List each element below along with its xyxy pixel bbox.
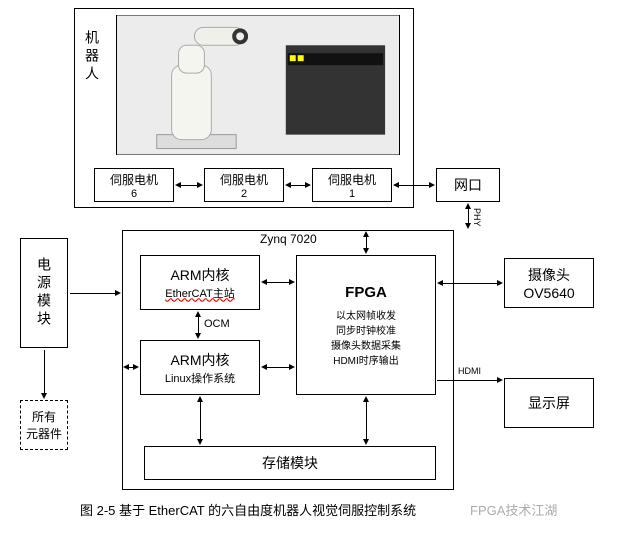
- arm1-sub: EtherCAT主站: [165, 285, 234, 301]
- fpga-line: 摄像头数据采集: [331, 337, 401, 352]
- servo-num: 6: [131, 188, 137, 200]
- fpga-label: FPGA: [345, 284, 387, 301]
- servo-label: 伺服电机: [220, 171, 268, 188]
- fpga-line: 同步时钟校准: [336, 322, 396, 337]
- arrow: [437, 380, 443, 381]
- servo-num: 1: [349, 188, 355, 200]
- servo-motor-2: 伺服电机 2: [204, 168, 284, 202]
- net-port: 网口: [436, 168, 500, 202]
- arrow: [267, 367, 289, 368]
- arm-core-1: ARM内核 EtherCAT主站: [140, 255, 260, 310]
- figure-caption: 图 2-5 基于 EtherCAT 的六自由度机器人视觉伺服控制系统: [80, 500, 416, 519]
- arrow: [181, 185, 197, 186]
- servo-motor-1: 伺服电机 1: [312, 168, 392, 202]
- display-block: 显示屏: [504, 378, 594, 428]
- watermark: FPGA技术江湖: [470, 500, 557, 519]
- arrow: [468, 209, 469, 223]
- storage-block: 存储模块: [144, 446, 436, 480]
- zynq-title: Zynq 7020: [260, 232, 317, 246]
- arrow: [129, 367, 133, 368]
- fpga-line: 以太网帧收发: [336, 307, 396, 322]
- camera-block: 摄像头 OV5640: [504, 258, 594, 308]
- robot-photo: [116, 15, 400, 155]
- servo-label: 伺服电机: [328, 171, 376, 188]
- hdmi-label: HDMI: [458, 366, 481, 376]
- arm2-sub: Linux操作系统: [165, 370, 235, 386]
- arrow: [366, 237, 367, 248]
- arrow: [267, 282, 289, 283]
- robot-label: 机器人: [82, 30, 102, 84]
- arm-core-2: ARM内核 Linux操作系统: [140, 340, 260, 395]
- arrow: [366, 402, 367, 439]
- power-module: 电源模块: [20, 238, 68, 348]
- power-label: 电源模块: [34, 257, 54, 329]
- arrow: [399, 185, 429, 186]
- arm1-label: ARM内核: [170, 265, 229, 285]
- components-block: 所有 元器件: [20, 400, 68, 450]
- arrow: [70, 293, 115, 294]
- arrow: [200, 402, 201, 439]
- arrow: [443, 283, 497, 284]
- servo-label: 伺服电机: [110, 171, 158, 188]
- servo-num: 2: [241, 188, 247, 200]
- camera-bottom: OV5640: [523, 285, 574, 301]
- components-bottom: 元器件: [26, 425, 62, 442]
- arm2-label: ARM内核: [170, 350, 229, 370]
- fpga-line: HDMI时序输出: [333, 352, 399, 367]
- fpga-block: FPGA 以太网帧收发 同步时钟校准 摄像头数据采集 HDMI时序输出: [296, 255, 436, 395]
- arrow: [44, 350, 45, 393]
- components-top: 所有: [32, 408, 56, 425]
- camera-top: 摄像头: [528, 265, 570, 285]
- arrow: [443, 380, 497, 381]
- ocm-label: OCM: [204, 318, 230, 330]
- phy-label: PHY: [472, 208, 482, 227]
- arrow: [198, 317, 199, 333]
- servo-motor-6: 伺服电机 6: [94, 168, 174, 202]
- arrow: [291, 185, 305, 186]
